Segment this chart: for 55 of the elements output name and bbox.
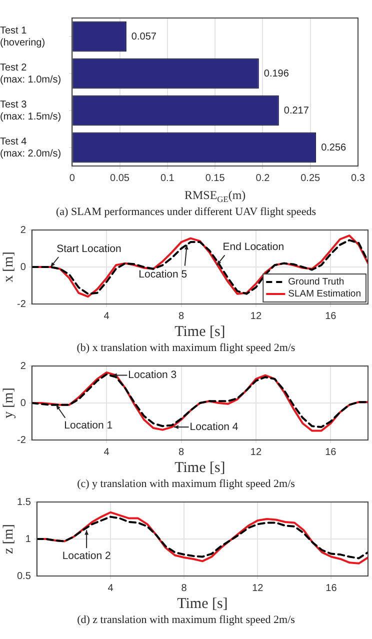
annotation: Location 3	[128, 369, 177, 382]
legend-label: SLAM Estimation	[288, 288, 362, 300]
x-tick-label: 0.3	[351, 172, 366, 184]
x-tick-label: 0.05	[110, 172, 130, 184]
x-tick-label: 0.15	[205, 172, 226, 184]
annotation: Start Location	[56, 242, 122, 255]
x-axis-title: Time [s]	[174, 460, 226, 476]
text: (a) SLAM performances under different UAV flight speeds	[55, 205, 317, 219]
text: (b) x translation with maximum flight speed 2m/s	[76, 341, 296, 355]
y-tick-label: Test 1 (hovering)	[0, 25, 46, 48]
y-tick-label: -2	[16, 298, 26, 310]
y-tick-label: -2	[16, 434, 26, 446]
annotation: End Location	[222, 241, 284, 254]
x-axis-title: Time [s]	[177, 596, 228, 612]
x-tick-label: 0.25	[300, 172, 321, 184]
data-label: 0.057	[131, 31, 157, 42]
x-tick-label: 12	[252, 582, 264, 594]
y-tick-label: 0	[20, 398, 26, 409]
x-tick-label: 4	[108, 582, 114, 594]
y-axis-title: x [m]	[2, 252, 17, 282]
y-tick-label: 1	[25, 534, 32, 545]
data-label: 0.217	[284, 105, 310, 116]
y-tick-label: 0	[20, 262, 26, 273]
y-axis-title: z [m]	[2, 524, 17, 554]
x-tick-label: 0.1	[160, 172, 175, 184]
annotation: Location 5	[138, 268, 188, 281]
x-tick-label: 0	[69, 172, 76, 184]
annotation: Location 4	[190, 420, 238, 433]
x-tick-label: 8	[178, 310, 184, 322]
y-tick-label: 1.5	[16, 496, 32, 508]
x-tick-label: 16	[325, 310, 337, 322]
y-tick-label: 2	[20, 360, 26, 372]
x-tick-label: 16	[326, 582, 338, 594]
x-tick-label: 0.2	[256, 172, 270, 184]
text: (d) z translation with maximum flight speed 2m/s	[76, 613, 296, 627]
x-tick-label: 8	[178, 446, 184, 458]
x-tick-label: 12	[250, 310, 262, 322]
annotation: Location 2	[62, 550, 111, 562]
text: (c) y translation with maximum flight speed 2m/s	[76, 477, 296, 491]
x-tick-label: 8	[181, 582, 188, 594]
annotation: Location 1	[64, 420, 113, 432]
legend-label: Ground Truth	[288, 276, 344, 288]
data-label: 0.196	[264, 68, 290, 80]
x-tick-label: 12	[250, 446, 262, 458]
y-tick-label: Test 4 (max: 2.0m/s)	[0, 136, 62, 160]
x-tick-label: 4	[104, 310, 110, 322]
y-tick-label: Test 2 (max: 1.0m/s)	[0, 62, 62, 86]
y-tick-label: 0.5	[16, 570, 32, 582]
data-label: 0.256	[321, 142, 347, 154]
x-tick-label: 16	[325, 446, 337, 458]
y-tick-label: Test 3 (max: 1.5m/s)	[0, 99, 62, 122]
y-axis-title: y [m]	[2, 388, 17, 418]
x-tick-label: 4	[104, 446, 110, 458]
x-axis-title: Time [s]	[174, 324, 226, 340]
y-tick-label: 2	[20, 224, 26, 236]
